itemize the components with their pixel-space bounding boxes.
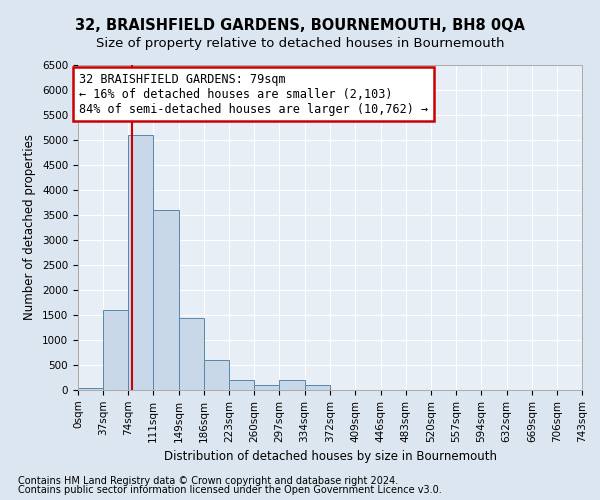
Text: 32 BRAISHFIELD GARDENS: 79sqm
← 16% of detached houses are smaller (2,103)
84% o: 32 BRAISHFIELD GARDENS: 79sqm ← 16% of d… xyxy=(79,72,428,116)
Bar xyxy=(254,385,280,390)
Bar xyxy=(204,360,229,390)
Text: 32, BRAISHFIELD GARDENS, BOURNEMOUTH, BH8 0QA: 32, BRAISHFIELD GARDENS, BOURNEMOUTH, BH… xyxy=(75,18,525,32)
Bar xyxy=(78,388,103,390)
X-axis label: Distribution of detached houses by size in Bournemouth: Distribution of detached houses by size … xyxy=(163,450,497,463)
Text: Contains HM Land Registry data © Crown copyright and database right 2024.: Contains HM Land Registry data © Crown c… xyxy=(18,476,398,486)
Bar xyxy=(179,318,204,390)
Bar xyxy=(103,310,128,390)
Y-axis label: Number of detached properties: Number of detached properties xyxy=(23,134,37,320)
Text: Size of property relative to detached houses in Bournemouth: Size of property relative to detached ho… xyxy=(96,38,504,51)
Bar xyxy=(305,385,331,390)
Bar xyxy=(229,380,254,390)
Bar xyxy=(280,380,305,390)
Bar xyxy=(153,210,179,390)
Text: Contains public sector information licensed under the Open Government Licence v3: Contains public sector information licen… xyxy=(18,485,442,495)
Bar xyxy=(128,135,153,390)
